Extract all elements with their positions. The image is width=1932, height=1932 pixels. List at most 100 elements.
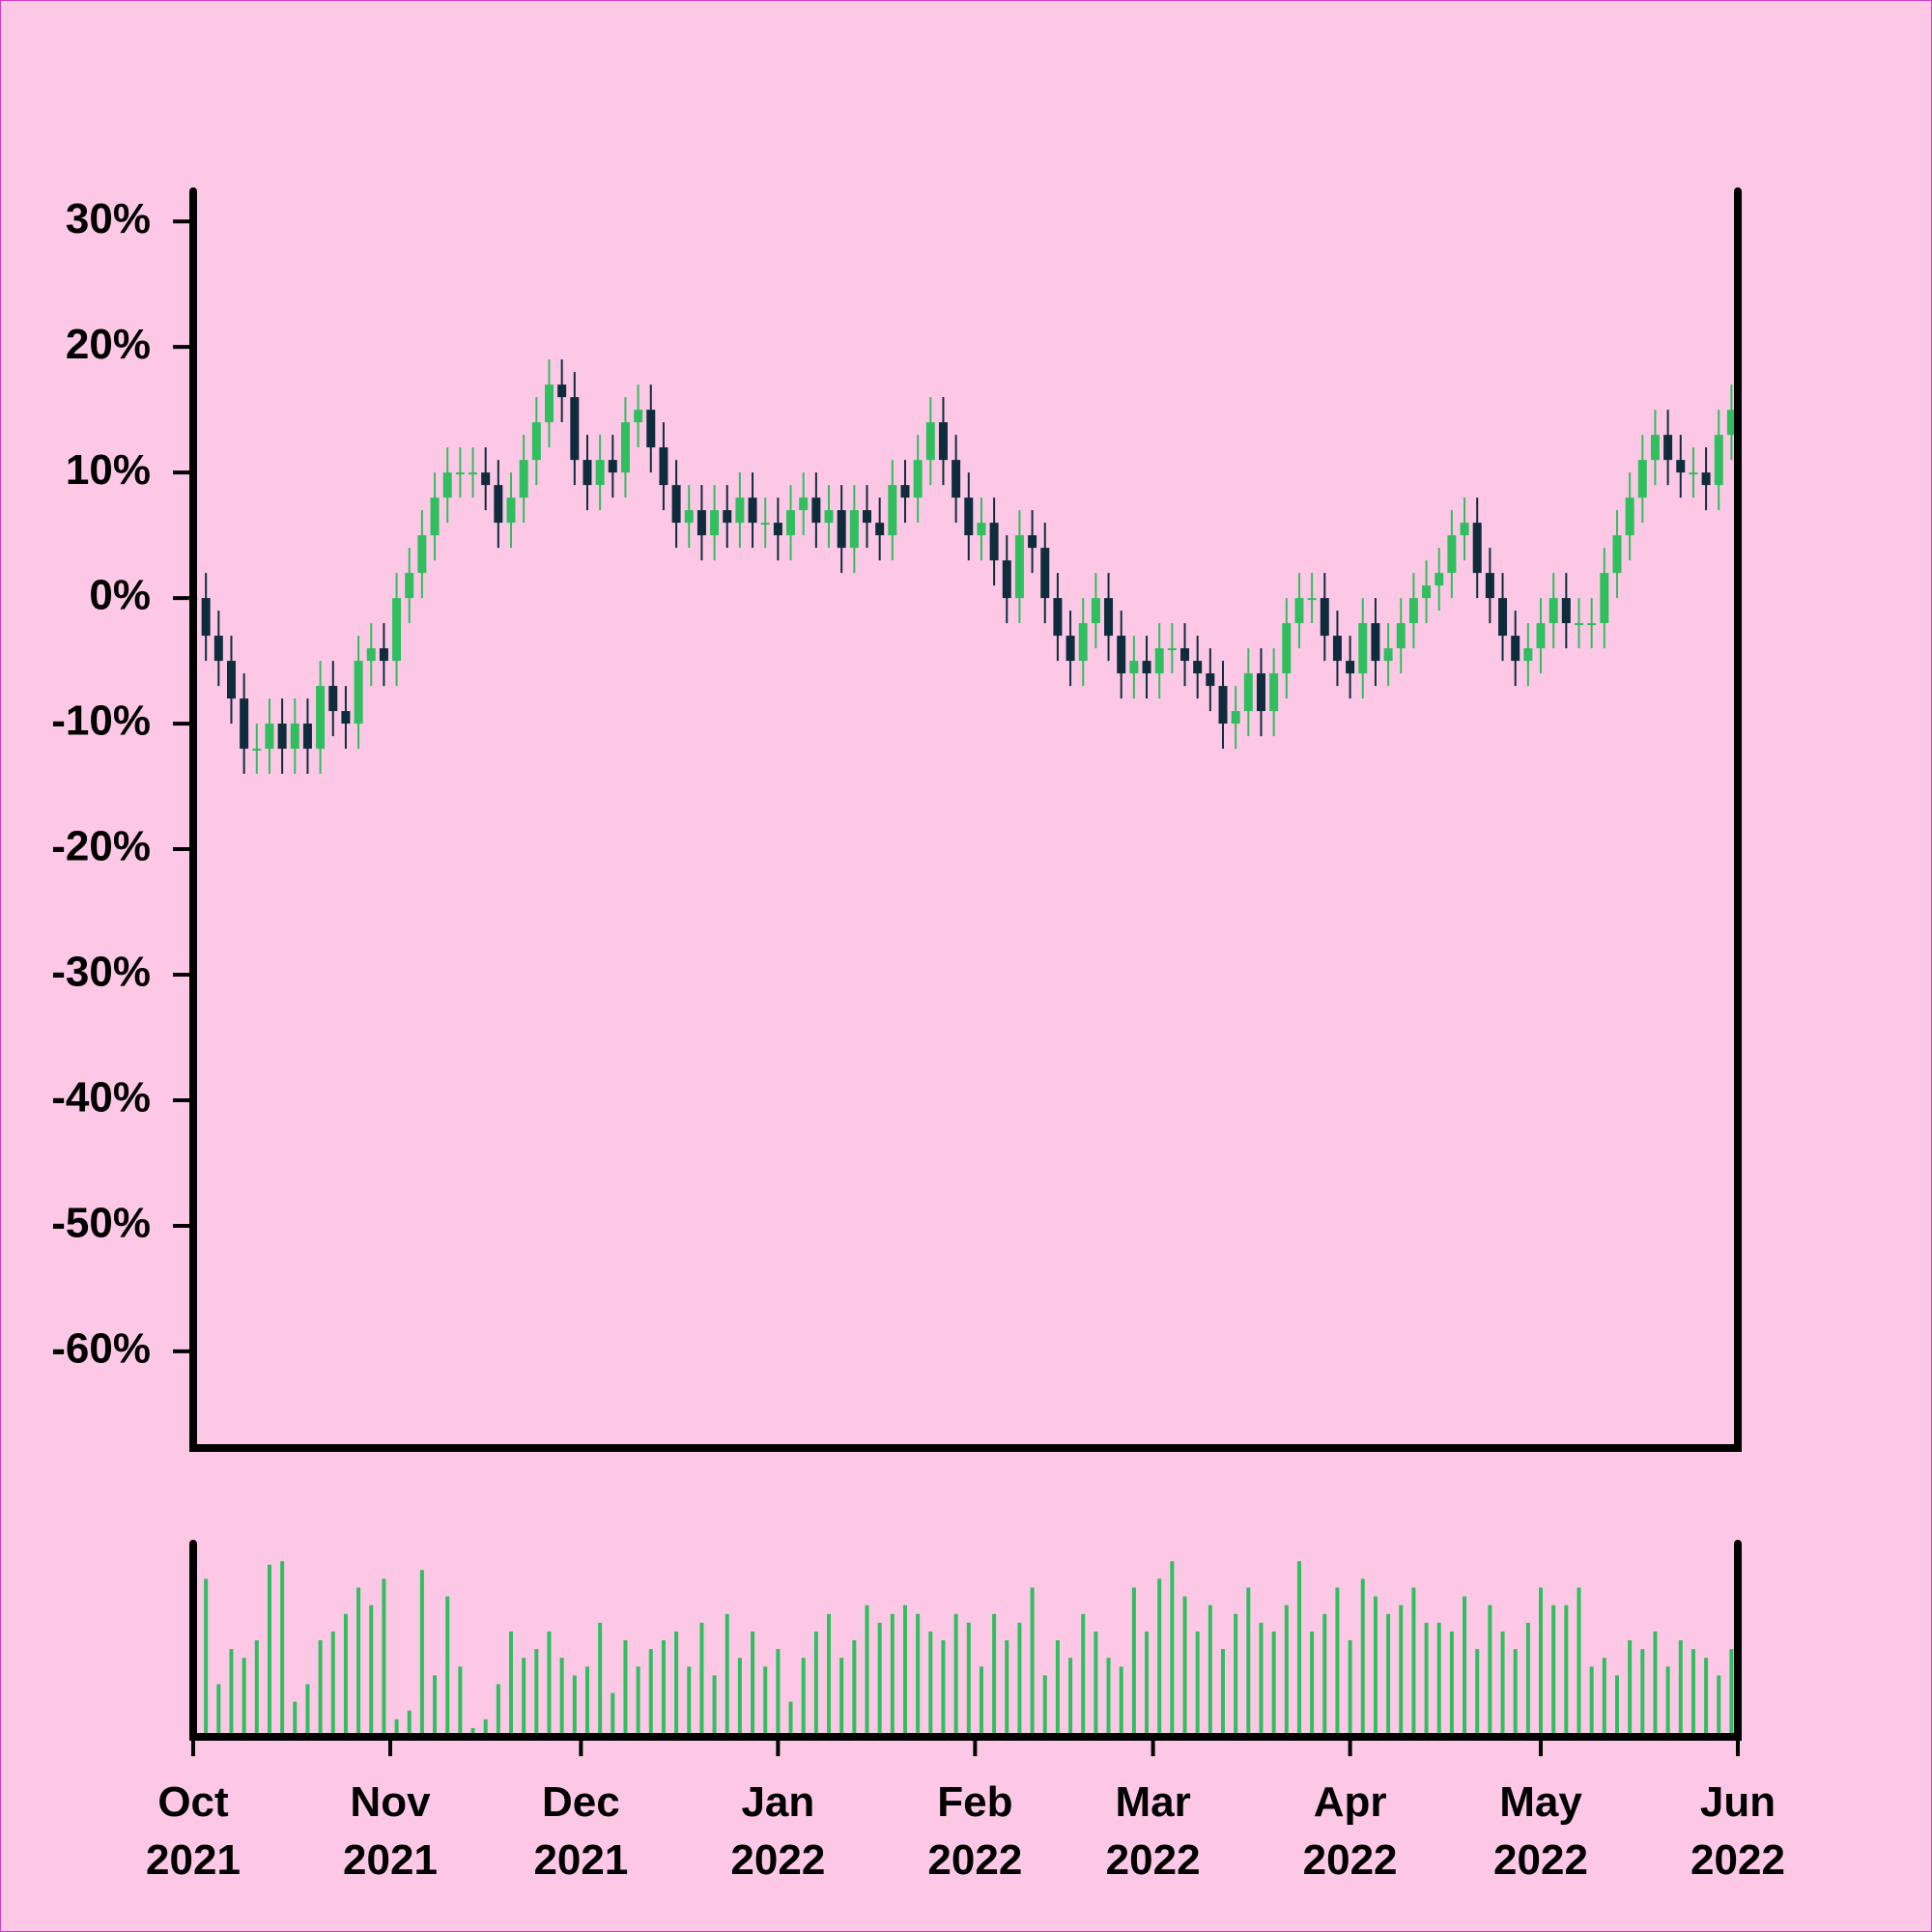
volume-bar (483, 1719, 488, 1737)
volume-bar (751, 1631, 755, 1737)
volume-bar (1296, 1561, 1301, 1737)
volume-bar (1436, 1622, 1441, 1737)
candle-body (1637, 460, 1647, 498)
candle-body (1523, 648, 1533, 662)
candle-body (1435, 573, 1444, 586)
volume-bar (1373, 1596, 1378, 1737)
volume-bar (445, 1596, 450, 1737)
volume-bar (1170, 1561, 1175, 1737)
candle-body (1447, 535, 1457, 574)
volume-bar (1589, 1666, 1594, 1737)
candle-body (1053, 598, 1063, 637)
volume-bar (852, 1640, 857, 1737)
x-tick-label: Dec 2021 (533, 1778, 629, 1884)
x-tick-label: Jun 2022 (1690, 1778, 1785, 1884)
candle-body (544, 384, 554, 423)
candle-body (1511, 636, 1520, 662)
candle-body (290, 724, 299, 750)
candle-body (1726, 410, 1736, 436)
x-tick-label: Nov 2021 (343, 1778, 438, 1884)
candle-body (240, 698, 249, 750)
volume-bar (318, 1640, 323, 1737)
volume-bar (1208, 1605, 1212, 1737)
volume-bar (611, 1692, 615, 1737)
volume-axes (189, 1540, 1742, 1741)
volume-bar (572, 1675, 577, 1737)
candle-body (481, 472, 491, 486)
candle-body (1256, 673, 1265, 712)
candle-body (277, 724, 287, 750)
volume-bar (598, 1622, 603, 1737)
volume-bar (890, 1613, 895, 1737)
candle-body (938, 422, 948, 461)
volume-bar (1678, 1640, 1683, 1737)
volume-bar (813, 1631, 818, 1737)
candle-body (366, 648, 376, 662)
candle-body (1612, 535, 1622, 574)
candle-body (913, 460, 923, 498)
volume-bar (1488, 1605, 1492, 1737)
candle-body (1117, 636, 1126, 674)
volume-bar (1259, 1622, 1264, 1737)
candle-body (659, 447, 668, 486)
candle-body (1650, 435, 1660, 461)
volume-bar (1539, 1587, 1544, 1737)
candle-body (405, 573, 414, 599)
candle-body (582, 460, 592, 486)
candle-body (900, 485, 910, 498)
volume-bar (1055, 1640, 1060, 1737)
candle-body (1408, 598, 1418, 624)
candle-body (696, 510, 706, 536)
candle-body (1371, 623, 1380, 662)
candle-body (1574, 623, 1583, 626)
volume-bar (254, 1640, 259, 1737)
volume-bar (1042, 1675, 1047, 1737)
candle-body (1346, 661, 1355, 674)
volume-bar (1094, 1631, 1098, 1737)
candle-body (786, 510, 796, 536)
volume-bar (1271, 1631, 1276, 1737)
candle-body (710, 510, 720, 536)
volume-bar (1234, 1613, 1238, 1737)
volume-bar (229, 1649, 234, 1737)
volume-bar (1182, 1596, 1187, 1737)
volume-bar (369, 1605, 374, 1737)
candle-body (1040, 548, 1050, 599)
candle-body (1243, 673, 1253, 712)
volume-bar (902, 1605, 907, 1737)
volume-bar (1640, 1649, 1645, 1737)
candle-body (849, 510, 859, 549)
candle-body (252, 749, 262, 752)
y-tick-label: -40% (51, 1074, 151, 1122)
volume-bar (1005, 1640, 1009, 1737)
volume-bar (1119, 1666, 1123, 1737)
candle-body (671, 485, 681, 524)
volume-bar (661, 1640, 666, 1737)
candle-body (494, 485, 503, 524)
volume-bar (1360, 1578, 1365, 1737)
volume-bar (724, 1613, 729, 1737)
candle-body (1701, 472, 1711, 486)
candle-body (1142, 661, 1151, 674)
volume-bar (1525, 1622, 1530, 1737)
candle-body (1689, 472, 1698, 475)
candle-body (442, 472, 452, 498)
candle-body (328, 686, 338, 712)
volume-bar (966, 1622, 971, 1737)
volume-bar (1310, 1631, 1315, 1737)
candle-body (1129, 661, 1139, 674)
candle-body (506, 497, 516, 524)
volume-bar (1246, 1587, 1251, 1737)
volume-bar (699, 1622, 704, 1737)
volume-bar (1106, 1658, 1111, 1737)
candle-body (1472, 523, 1482, 574)
volume-bar (788, 1701, 793, 1737)
y-tick-label: -20% (51, 823, 151, 870)
candle-body (925, 422, 935, 461)
volume-bar (509, 1631, 514, 1737)
candle-body (875, 523, 885, 536)
candle-body (1167, 648, 1177, 651)
candle-body (1193, 661, 1203, 674)
candle-body (201, 598, 211, 637)
candle-body (824, 510, 834, 524)
